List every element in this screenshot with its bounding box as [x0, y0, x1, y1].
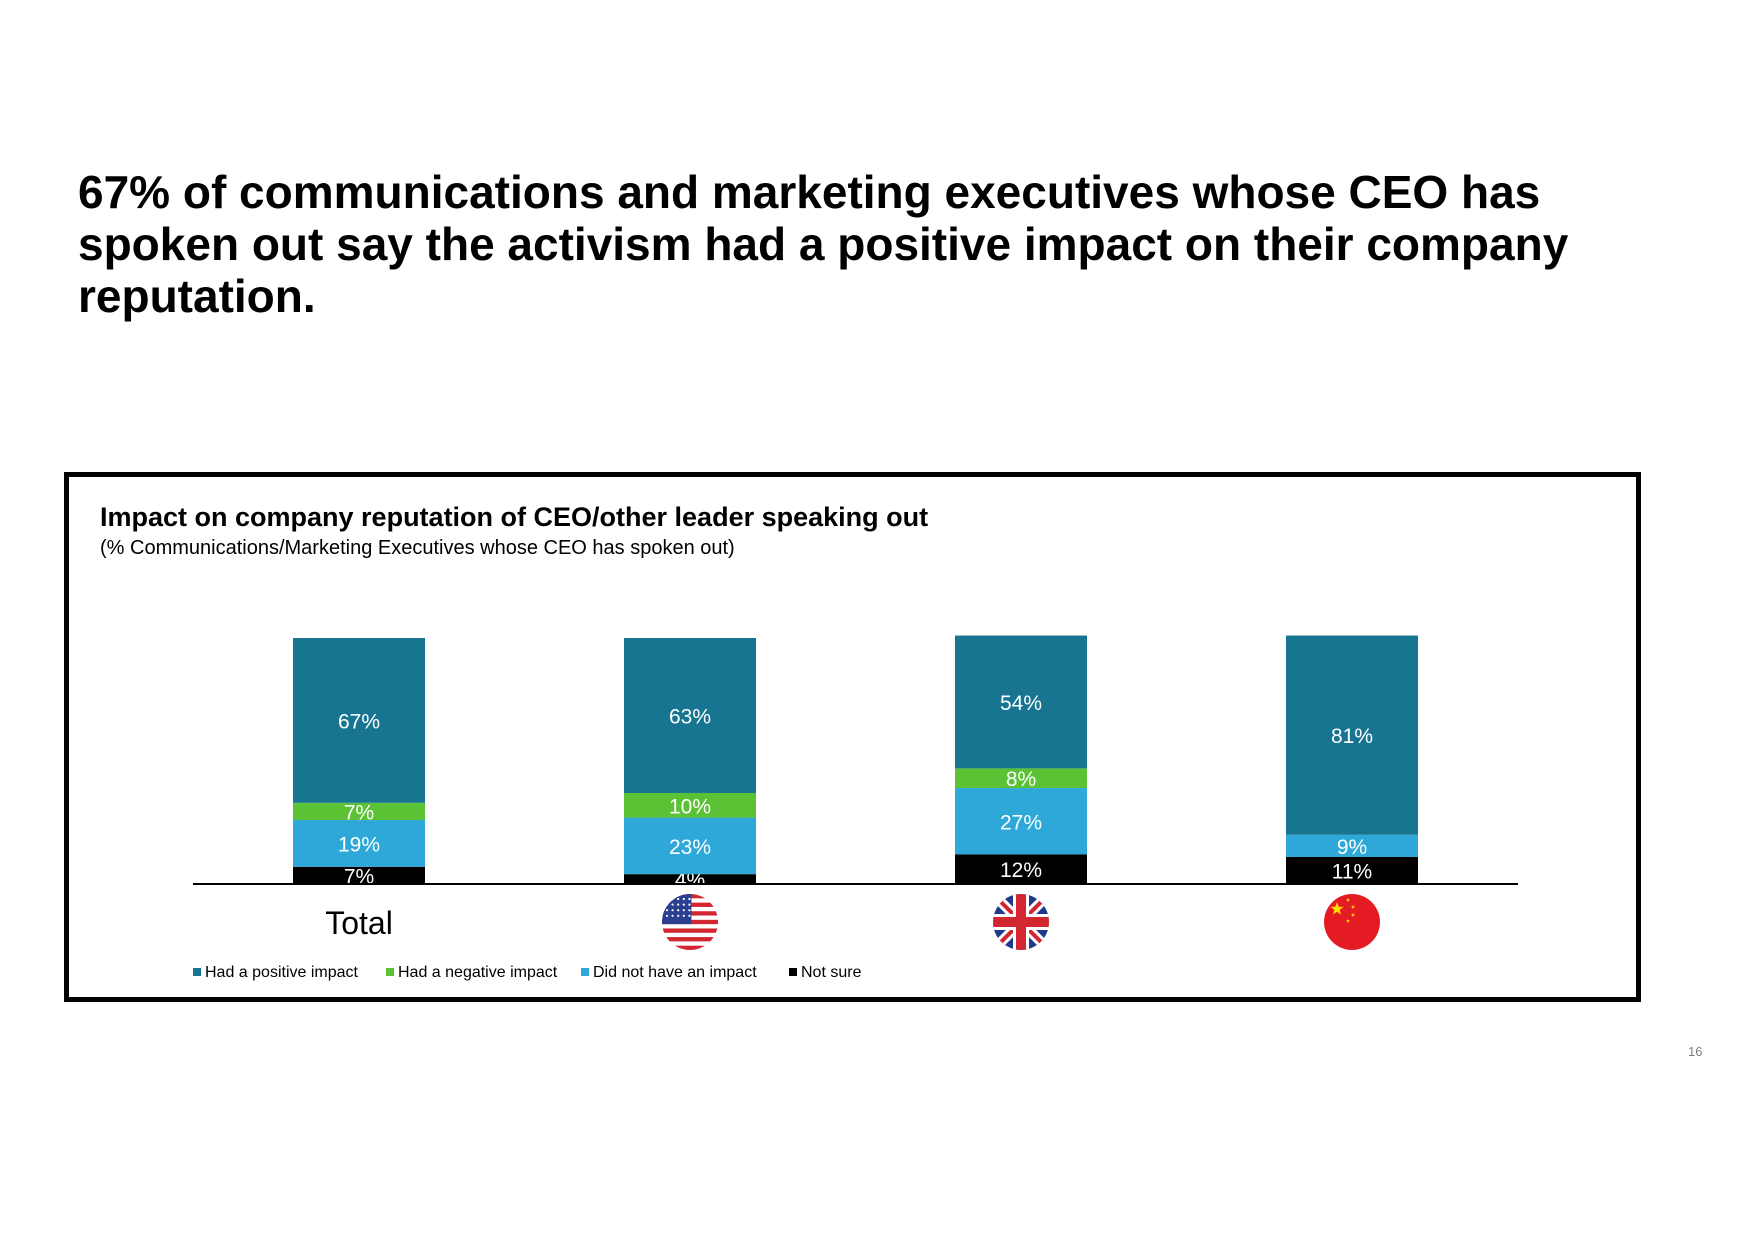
bar-usa-had-a-negative-impact [624, 792, 756, 818]
bar-china-not-sure [1286, 856, 1418, 884]
bar-usa-not-sure [624, 874, 756, 884]
bar-uk-had-a-negative-impact [955, 768, 1087, 789]
us-flag-icon [662, 894, 718, 950]
data-label-usa-not-sure: 4% [675, 869, 705, 892]
chart-title: Impact on company reputation of CEO/othe… [100, 502, 929, 532]
legend-label-not-sure: Not sure [801, 964, 862, 981]
bar-total-did-not-have-an-impact [293, 820, 425, 867]
bar-total-had-a-negative-impact [293, 802, 425, 821]
data-label-china-did-not-have-an-impact: 9% [1337, 836, 1367, 859]
bar-uk-had-a-positive-impact [955, 635, 1087, 769]
data-label-uk-had-a-negative-impact: 8% [1006, 768, 1036, 791]
legend-swatch-had-a-negative-impact [386, 968, 394, 976]
chart-frame [64, 472, 1641, 1002]
china-flag-icon [1324, 894, 1380, 950]
legend-label-did-not-have-an-impact: Did not have an impact [593, 964, 757, 981]
data-label-total-not-sure: 7% [344, 865, 374, 888]
legend-label-had-a-negative-impact: Had a negative impact [398, 964, 558, 981]
data-label-china-had-a-positive-impact: 81% [1331, 725, 1373, 748]
data-label-total-did-not-have-an-impact: 19% [338, 833, 380, 856]
chart-subtitle: (% Communications/Marketing Executives w… [100, 537, 735, 559]
data-label-uk-not-sure: 12% [1000, 859, 1042, 882]
bar-china-did-not-have-an-impact [1286, 834, 1418, 857]
data-label-usa-did-not-have-an-impact: 23% [669, 836, 711, 859]
bar-total-had-a-positive-impact [293, 638, 425, 803]
legend-label-had-a-positive-impact: Had a positive impact [205, 964, 359, 981]
page-headline: 67% of communications and marketing exec… [78, 166, 1569, 322]
uk-flag-icon [993, 894, 1049, 950]
x-tick-label-total: Total [325, 905, 393, 941]
bar-total-not-sure [293, 866, 425, 884]
legend-swatch-had-a-positive-impact [193, 968, 201, 976]
bar-usa-did-not-have-an-impact [624, 817, 756, 875]
legend-swatch-did-not-have-an-impact [581, 968, 589, 976]
bar-uk-not-sure [955, 854, 1087, 884]
data-label-uk-had-a-positive-impact: 54% [1000, 692, 1042, 715]
data-label-total-had-a-positive-impact: 67% [338, 710, 380, 733]
data-label-usa-had-a-positive-impact: 63% [669, 705, 711, 728]
legend-swatch-not-sure [789, 968, 797, 976]
bar-uk-did-not-have-an-impact [955, 788, 1087, 855]
bar-china-had-a-positive-impact [1286, 635, 1418, 835]
bar-usa-had-a-positive-impact [624, 638, 756, 793]
data-label-uk-did-not-have-an-impact: 27% [1000, 811, 1042, 834]
page-number: 16 [1688, 1044, 1703, 1059]
data-label-china-not-sure: 11% [1332, 860, 1372, 883]
data-label-total-had-a-negative-impact: 7% [344, 801, 374, 824]
data-label-usa-had-a-negative-impact: 10% [669, 795, 711, 818]
